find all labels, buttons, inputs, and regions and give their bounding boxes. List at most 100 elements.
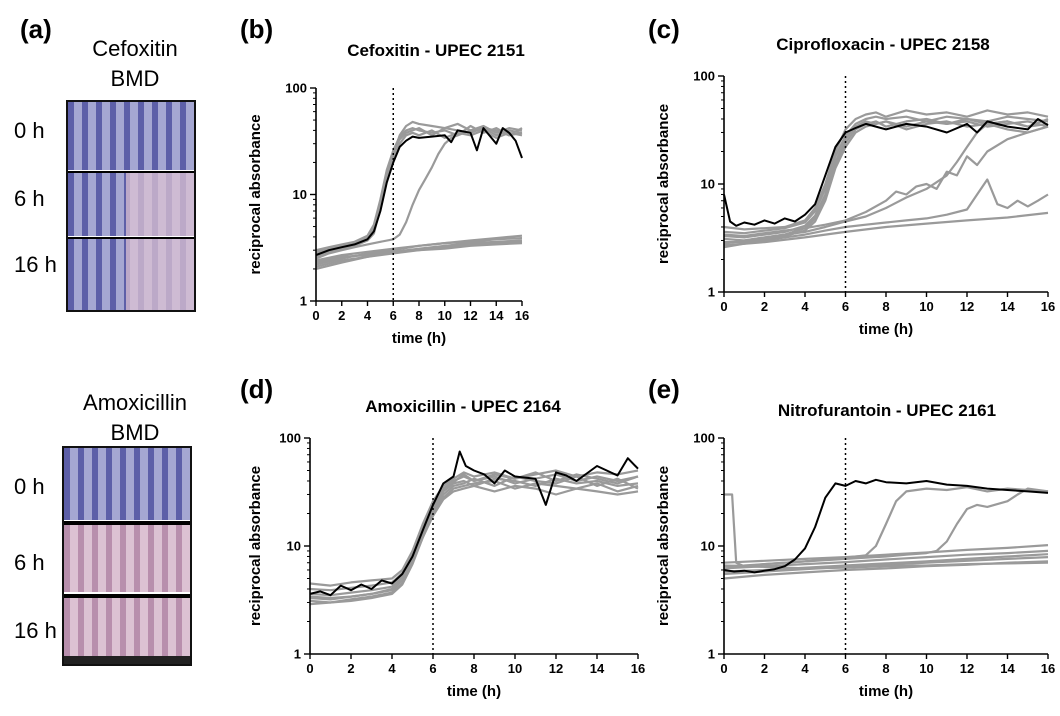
plate-row-0 <box>64 448 190 520</box>
x-tick-label: 16 <box>515 308 529 323</box>
series-line <box>309 473 639 592</box>
time-label-16h: 16 h <box>14 252 57 277</box>
x-tick-label: 4 <box>801 299 809 314</box>
y-tick-label: 1 <box>708 647 715 662</box>
y-tick-label: 10 <box>287 539 301 554</box>
x-tick-label: 0 <box>312 308 319 323</box>
x-tick-label: 0 <box>306 661 313 676</box>
x-tick-label: 12 <box>960 661 974 676</box>
x-axis-label: time (h) <box>859 321 913 338</box>
y-tick-label: 100 <box>693 431 715 446</box>
time-label-6h: 6 h <box>14 550 45 575</box>
series-line <box>723 556 1049 576</box>
series-line <box>723 125 1049 238</box>
plate-row-divider <box>64 521 190 525</box>
series-line <box>723 109 1049 231</box>
x-tick-label: 16 <box>1041 299 1055 314</box>
series-line-highlight <box>315 127 523 257</box>
chart-title: Nitrofurantoin - UPEC 2161 <box>778 401 996 420</box>
panel-label-b: (b) <box>240 14 274 44</box>
chart-c-svg: Ciprofloxacin - UPEC 2158 0 2 4 6 8 10 12 14 16 1 1… <box>655 35 1055 338</box>
plate-title-cefoxitin: Cefoxitin BMD <box>70 34 200 94</box>
panel-label-d: (d) <box>240 374 274 404</box>
x-tick-label: 0 <box>720 661 727 676</box>
plate-row-2 <box>68 238 194 310</box>
y-tick-label: 100 <box>693 69 715 84</box>
plate-row-divider <box>68 171 194 173</box>
x-tick-label: 4 <box>364 308 372 323</box>
series-line <box>723 178 1049 249</box>
x-tick-label: 2 <box>761 299 768 314</box>
panel-label-c: (c) <box>648 14 680 44</box>
y-tick-label: 1 <box>300 294 307 309</box>
y-tick-label: 100 <box>285 81 307 96</box>
x-tick-label: 0 <box>720 299 727 314</box>
amoxicillin-bmd-plate <box>62 446 192 666</box>
cefoxitin-bmd-plate <box>66 100 196 312</box>
series-line <box>723 120 1049 239</box>
series-line <box>315 239 523 270</box>
chart-e: Nitrofurantoin - UPEC 2161 0 2 4 6 8 10 12 14 16 1… <box>648 390 1058 716</box>
y-tick-label: 10 <box>293 187 307 202</box>
y-tick-label: 10 <box>701 539 715 554</box>
plate-row-divider <box>64 594 190 598</box>
plate-title-line2: BMD <box>110 420 160 445</box>
y-tick-label: 1 <box>708 285 715 300</box>
x-tick-label: 6 <box>429 661 436 676</box>
x-tick-label: 6 <box>842 661 849 676</box>
series-line <box>315 129 523 258</box>
series-line <box>309 479 639 604</box>
x-tick-label: 16 <box>1041 661 1055 676</box>
x-tick-label: 10 <box>508 661 522 676</box>
plate-row-0 <box>68 102 194 170</box>
x-axis-label: time (h) <box>859 683 913 700</box>
plate-row-divider <box>68 237 194 239</box>
x-tick-label: 14 <box>590 661 605 676</box>
y-tick-label: 1 <box>294 647 301 662</box>
chart-b: Cefoxitin - UPEC 2151 0 2 4 6 8 10 12 14 16 1 10 100… <box>240 30 570 360</box>
x-axis-label: time (h) <box>447 683 501 700</box>
x-tick-label: 6 <box>842 299 849 314</box>
plate-bottom-shadow <box>64 656 190 664</box>
x-tick-label: 10 <box>438 308 452 323</box>
chart-title: Ciprofloxacin - UPEC 2158 <box>776 35 990 54</box>
x-tick-label: 8 <box>470 661 477 676</box>
x-tick-label: 10 <box>919 661 933 676</box>
y-axis-label: reciprocal absorbance <box>655 466 672 626</box>
x-tick-label: 12 <box>549 661 563 676</box>
series-line <box>723 549 1049 570</box>
plate-title-line2: BMD <box>110 66 160 91</box>
panel-label-e: (e) <box>648 374 680 404</box>
plate-row-1 <box>68 172 194 236</box>
x-tick-label: 8 <box>882 661 889 676</box>
x-tick-label: 14 <box>1000 299 1015 314</box>
chart-title: Amoxicillin - UPEC 2164 <box>365 397 561 416</box>
x-tick-label: 4 <box>388 661 396 676</box>
chart-d: Amoxicillin - UPEC 2164 0 2 4 6 8 10 12 14 16 1 10 1… <box>240 390 650 716</box>
x-axis-label: time (h) <box>392 330 446 347</box>
y-tick-label: 100 <box>279 431 301 446</box>
y-axis-label: reciprocal absorbance <box>655 104 672 264</box>
series-line <box>723 115 1049 235</box>
x-tick-label: 2 <box>338 308 345 323</box>
x-tick-label: 6 <box>390 308 397 323</box>
chart-title: Cefoxitin - UPEC 2151 <box>347 41 525 60</box>
time-label-0h: 0 h <box>14 118 45 143</box>
series-line <box>309 484 639 606</box>
chart-d-svg: Amoxicillin - UPEC 2164 0 2 4 6 8 10 12 14 16 1 10 1… <box>247 397 645 700</box>
series-line <box>309 477 639 597</box>
series-line <box>723 544 1049 564</box>
y-tick-label: 10 <box>701 177 715 192</box>
plate-title-line1: Amoxicillin <box>83 390 187 415</box>
series-line <box>315 237 523 262</box>
plate-row-2 <box>64 596 190 664</box>
y-axis-label: reciprocal absorbance <box>247 466 264 626</box>
time-label-6h: 6 h <box>14 186 45 211</box>
time-label-16h: 16 h <box>14 618 57 643</box>
chart-e-svg: Nitrofurantoin - UPEC 2161 0 2 4 6 8 10 12 14 16 1… <box>655 401 1055 700</box>
chart-b-svg: Cefoxitin - UPEC 2151 0 2 4 6 8 10 12 14 16 1 10 100… <box>247 41 529 347</box>
series-line <box>723 120 1049 245</box>
series-line <box>723 211 1049 247</box>
x-tick-label: 8 <box>882 299 889 314</box>
plate-title-amoxicillin: Amoxicillin BMD <box>60 388 210 448</box>
